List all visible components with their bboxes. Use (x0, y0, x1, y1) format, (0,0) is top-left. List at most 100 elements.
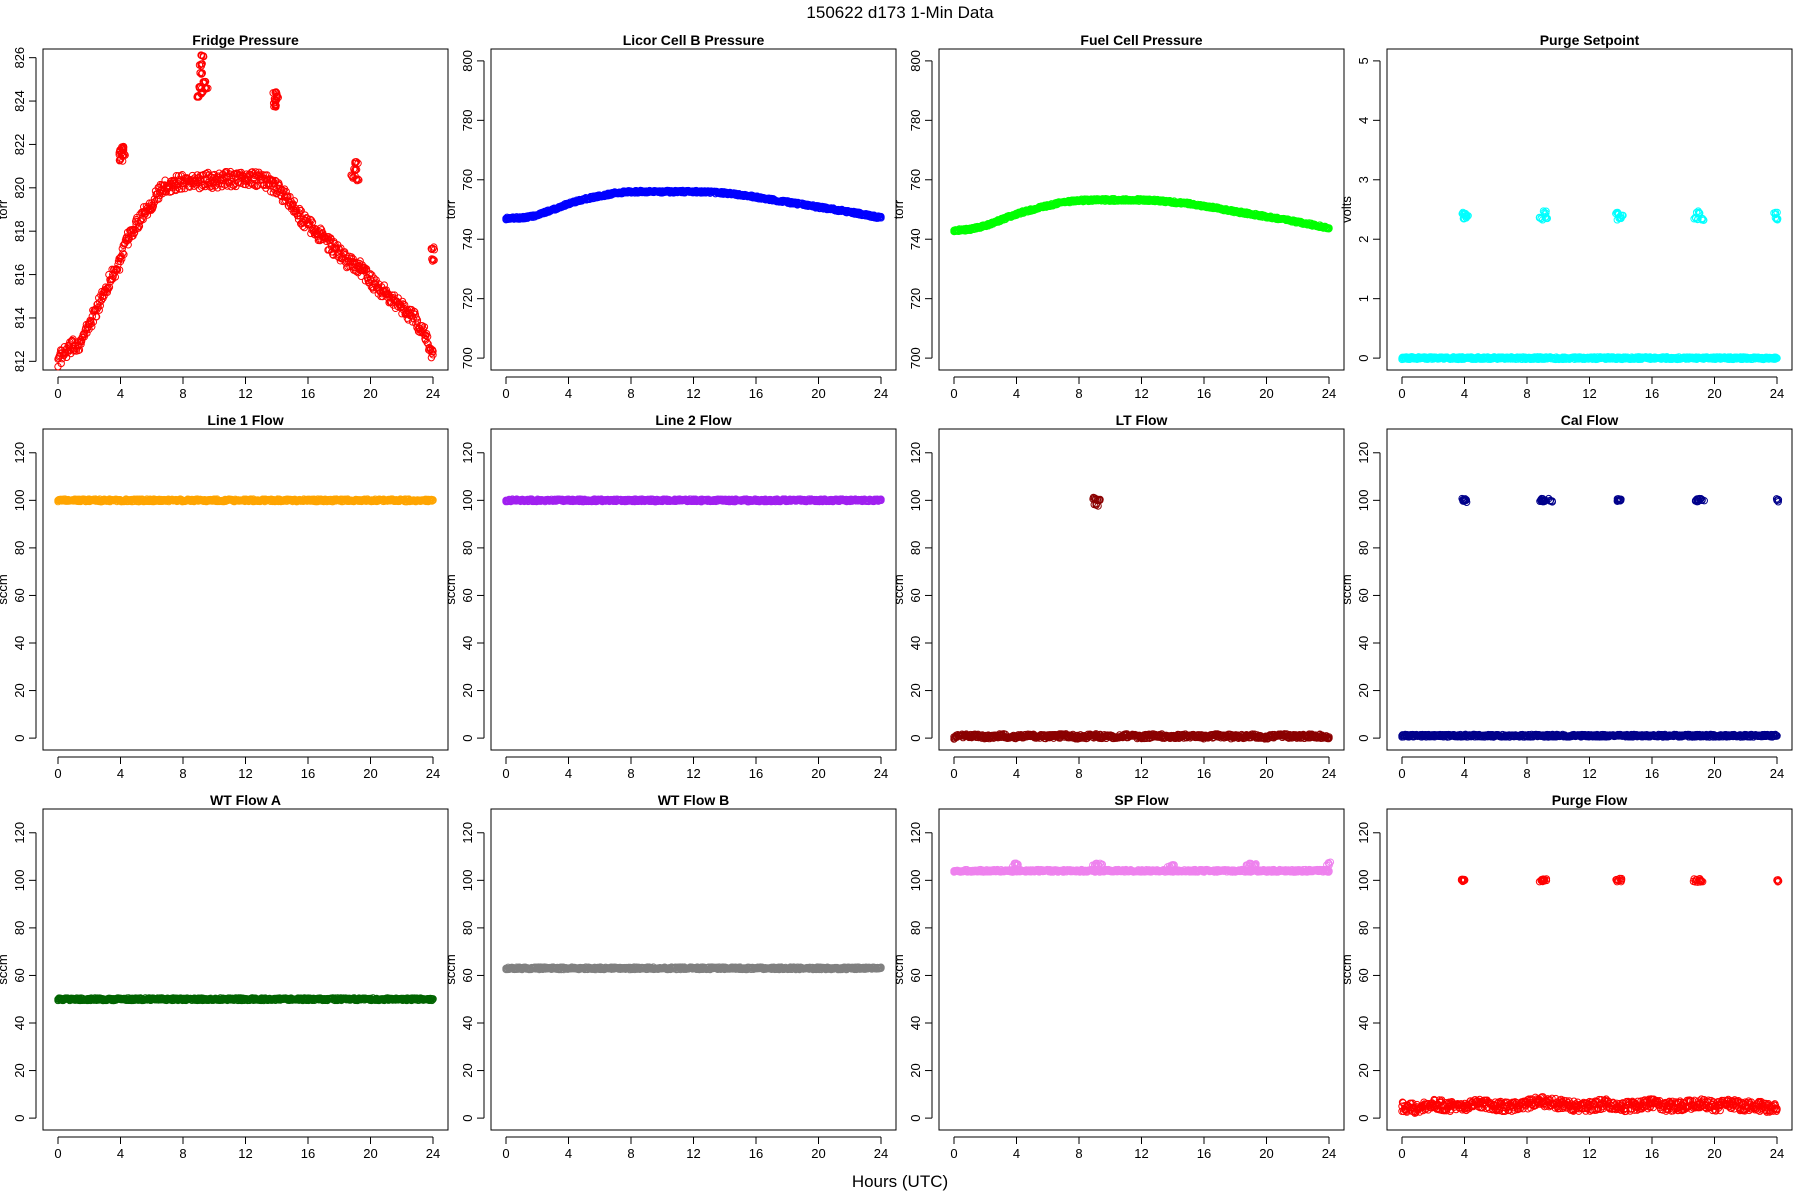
lt-flow-y-tick-label: 120 (908, 442, 923, 464)
licor-cell-b-pressure-y-tick-label: 700 (460, 347, 475, 369)
lt-flow-y-tick-label: 0 (908, 734, 923, 741)
fuel-cell-pressure-x-tick-label: 0 (950, 386, 957, 401)
line-1-flow-x-tick-label: 12 (238, 766, 252, 781)
fuel-cell-pressure-x-tick-label: 8 (1075, 386, 1082, 401)
fridge-pressure-data-point (88, 322, 96, 331)
fridge-pressure-y-tick-label: 822 (12, 134, 27, 156)
fridge-pressure-data-point (149, 202, 158, 210)
fridge-pressure-x-tick-label: 12 (238, 386, 252, 401)
purge-setpoint-y-tick-label: 3 (1356, 176, 1371, 183)
fuel-cell-pressure-y-tick-label: 780 (908, 109, 923, 131)
fridge-pressure-data-point (151, 197, 159, 206)
licor-cell-b-pressure-x-tick-label: 24 (874, 386, 888, 401)
line-2-flow-title: Line 2 Flow (655, 412, 731, 428)
purge-setpoint-y-axis-label: volts (1339, 196, 1354, 223)
line-2-flow-x-tick-label: 16 (749, 766, 763, 781)
fridge-pressure-x-tick-label: 8 (179, 386, 186, 401)
line-2-flow-y-tick-label: 80 (460, 541, 475, 555)
fridge-pressure-data-point (119, 249, 127, 257)
fridge-pressure-data-point (92, 312, 101, 321)
line-1-flow-plot-frame (42, 428, 449, 751)
fridge-pressure-data-point (87, 320, 95, 328)
purge-setpoint-x-tick-label: 20 (1707, 386, 1721, 401)
fridge-pressure-y-tick-label: 812 (12, 350, 27, 372)
purge-setpoint-x-tick-label: 12 (1582, 386, 1596, 401)
purge-setpoint-x-tick-label: 0 (1398, 386, 1405, 401)
purge-setpoint-title: Purge Setpoint (1540, 32, 1640, 48)
fuel-cell-pressure-x-tick-label: 4 (1013, 386, 1020, 401)
fridge-pressure-x-axis: 0 4 8 12 16 20 24 (54, 376, 440, 401)
fridge-pressure-x-tick-label: 16 (301, 386, 315, 401)
fridge-pressure-data-point (118, 255, 126, 263)
line-1-flow-y-tick-label: 40 (12, 636, 27, 650)
line-1-flow-x-tick-label: 16 (301, 766, 315, 781)
line-2-flow-y-tick-label: 120 (460, 442, 475, 464)
line-1-flow-y-tick-label: 20 (12, 683, 27, 697)
licor-cell-b-pressure-x-axis: 0 4 8 12 16 20 24 (502, 376, 888, 401)
lt-flow-plot-frame (938, 428, 1345, 751)
figure-title: 150622 d173 1-Min Data (806, 3, 994, 22)
line-1-flow-y-axis-label: sccm (0, 574, 10, 604)
purge-setpoint-x-tick-label: 4 (1461, 386, 1468, 401)
licor-cell-b-pressure-x-tick-label: 12 (686, 386, 700, 401)
fuel-cell-pressure-plot-frame (938, 48, 1345, 371)
fridge-pressure-data-point (161, 176, 169, 184)
fuel-cell-pressure-y-tick-label: 720 (908, 288, 923, 310)
lt-flow-y-tick-label: 40 (908, 636, 923, 650)
fridge-pressure-plot-frame (42, 48, 449, 371)
line-2-flow-y-axis-label: sccm (443, 574, 458, 604)
line-1-flow-points (54, 495, 437, 506)
fridge-pressure-x-tick-label: 20 (363, 386, 377, 401)
fuel-cell-pressure-y-axis-label: torr (891, 199, 906, 219)
purge-setpoint-y-tick-label: 5 (1356, 57, 1371, 64)
fuel-cell-pressure-y-tick-label: 760 (908, 169, 923, 191)
fridge-pressure-y-tick-label: 820 (12, 177, 27, 199)
lt-flow-y-tick-label: 20 (908, 683, 923, 697)
line-1-flow-title: Line 1 Flow (207, 412, 283, 428)
line-1-flow-x-tick-label: 4 (117, 766, 124, 781)
fridge-pressure-x-tick-label: 4 (117, 386, 124, 401)
line-2-flow-x-tick-label: 20 (811, 766, 825, 781)
licor-cell-b-pressure-points (502, 186, 885, 224)
fuel-cell-pressure-y-tick-label: 800 (908, 50, 923, 72)
lt-flow-title: LT Flow (1116, 412, 1168, 428)
purge-setpoint-y-tick-label: 4 (1356, 117, 1371, 124)
fridge-pressure-y-tick-label: 818 (12, 220, 27, 242)
fridge-pressure-data-point (95, 306, 103, 314)
line-2-flow-points (502, 495, 885, 506)
line-2-flow-x-tick-label: 24 (874, 766, 888, 781)
fuel-cell-pressure-x-tick-label: 24 (1322, 386, 1336, 401)
licor-cell-b-pressure-y-tick-label: 780 (460, 109, 475, 131)
fridge-pressure-data-point (62, 353, 71, 362)
licor-cell-b-pressure-y-tick-label: 720 (460, 288, 475, 310)
fridge-pressure-x-tick-label: 24 (426, 386, 440, 401)
licor-cell-b-pressure-x-tick-label: 8 (627, 386, 634, 401)
fridge-pressure-x-tick-label: 0 (54, 386, 61, 401)
fridge-pressure-data-point (123, 237, 131, 245)
fridge-pressure-data-point (96, 301, 105, 310)
line-1-flow-x-tick-label: 20 (363, 766, 377, 781)
line-1-flow-y-tick-label: 120 (12, 442, 27, 464)
licor-cell-b-pressure-x-tick-label: 4 (565, 386, 572, 401)
fridge-pressure-title: Fridge Pressure (192, 32, 299, 48)
lt-flow-x-tick-label: 12 (1134, 766, 1148, 781)
fridge-pressure-y-tick-label: 816 (12, 264, 27, 286)
fridge-pressure-data-point (174, 172, 183, 180)
fuel-cell-pressure-x-tick-label: 20 (1259, 386, 1273, 401)
line-2-flow-y-tick-label: 20 (460, 683, 475, 697)
line-2-flow-y-tick-label: 0 (460, 734, 475, 741)
lt-flow-y-tick-label: 60 (908, 588, 923, 602)
purge-setpoint-x-tick-label: 16 (1645, 386, 1659, 401)
fuel-cell-pressure-x-tick-label: 16 (1197, 386, 1211, 401)
fridge-pressure-data-point (167, 187, 176, 196)
